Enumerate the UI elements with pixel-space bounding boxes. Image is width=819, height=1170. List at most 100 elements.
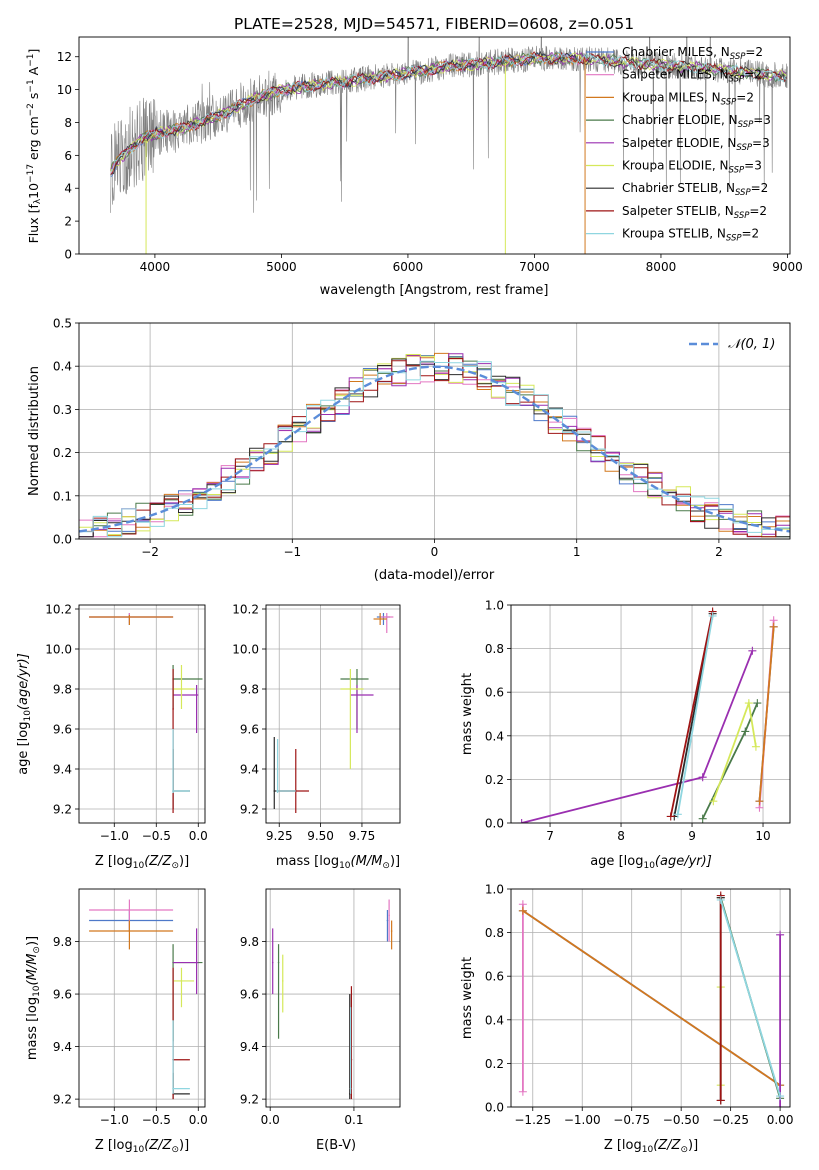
mass-vs-ebv-axes: 0.0 0.1 9.2 9.4 9.6 9.8 <box>240 888 401 1127</box>
age-vs-mass-ytick-label: 9.2 <box>240 803 259 817</box>
legend-entry: Kroupa STELIB, NSSP=2 <box>622 227 759 244</box>
histogram-legend-label: 𝒩(0, 1) <box>728 337 775 352</box>
spectrum-axes: 4000 5000 6000 7000 8000 9000 0 2 4 6 8 10 12 <box>57 36 803 274</box>
weight-vs-age-marker <box>748 646 757 655</box>
mass-vs-z-frame <box>78 888 206 1108</box>
mass-vs-ebv-point <box>386 919 389 922</box>
figure-title: PLATE=2528, MJD=54571, FIBERID=0608, z=0… <box>234 15 634 33</box>
weight-vs-age-xtick-label: 7 <box>546 829 554 843</box>
weight-vs-z-series <box>522 910 781 1086</box>
age-vs-mass-ytick-label: 9.4 <box>240 763 259 777</box>
weight-vs-age-marker <box>769 622 778 631</box>
mass-vs-ebv-xtick-label: 0.0 <box>261 1113 280 1127</box>
weight-vs-z-marker <box>518 906 527 915</box>
spectrum-model-kroupa-stelib <box>110 51 787 172</box>
weight-vs-age-marker <box>698 773 707 782</box>
age-vs-z-xtick-label: 0.0 <box>189 829 208 843</box>
histogram-ytick-label: 0.0 <box>53 533 72 547</box>
spectrum-ytick-label: 12 <box>57 50 72 64</box>
mass-vs-ebv-frame <box>265 888 401 1108</box>
spectrum-xtick-label: 9000 <box>772 260 803 274</box>
mass-vs-z-xtick-label: −0.5 <box>142 1113 171 1127</box>
age-vs-mass-point <box>379 618 381 620</box>
mass-vs-z-point <box>128 909 131 911</box>
histogram-ytick-label: 0.5 <box>53 317 72 331</box>
weight-vs-age-series <box>758 626 775 802</box>
weight-age-xlabel: age [log10(age/yr)] <box>590 854 712 871</box>
weight-vs-z-xtick-label: 0.00 <box>767 1113 794 1127</box>
spectrum-xtick-label: 6000 <box>393 260 424 274</box>
weight-vs-age-marker <box>666 812 675 821</box>
age-vs-mass-plot-area <box>273 613 394 813</box>
weight-vs-age-marker <box>517 819 526 823</box>
weight-vs-z-xtick-label: −0.50 <box>663 1113 700 1127</box>
spectrum-ytick-label: 6 <box>64 149 72 163</box>
histogram-ytick-label: 0.1 <box>53 489 72 503</box>
age-vs-z-point <box>172 708 174 710</box>
mass-z-xlabel: Z [log10(Z/Z⊙)] <box>95 1138 189 1155</box>
age-vs-z-axes: −1.0 −0.5 0.0 9.2 9.4 9.6 9.8 10.0 10.2 <box>45 603 208 844</box>
weight-vs-age-ytick-label: 0.6 <box>485 686 504 700</box>
spectrum-model-salpeter-elodie <box>110 52 787 170</box>
mass-vs-ebv-point <box>388 914 390 917</box>
weight-vs-age-marker <box>709 797 718 806</box>
age-vs-mass-frame <box>265 604 401 824</box>
weight-vs-age-ytick-label: 0.2 <box>485 773 504 787</box>
spectrum-legend: Chabrier MILES, NSSP=2 Salpeter MILES, NS… <box>586 45 771 244</box>
weight-vs-age-series <box>521 650 754 823</box>
spectrum-xtick-label: 8000 <box>646 260 677 274</box>
age-vs-z-point <box>128 616 131 618</box>
weight-vs-z-marker <box>518 1087 527 1096</box>
mass-vs-ebv-ytick-label: 9.6 <box>240 988 259 1002</box>
weight-vs-z-series <box>719 899 781 1097</box>
age-vs-mass-ytick-label: 9.6 <box>240 723 259 737</box>
mass-vs-z-axes: −1.0 −0.5 0.0 9.2 9.4 9.6 9.8 <box>53 888 208 1127</box>
spectrum-ytick-label: 4 <box>64 182 72 196</box>
age-vs-mass-xtick-label: 9.75 <box>349 829 376 843</box>
weight-vs-age-marker <box>751 742 760 751</box>
age-vs-mass-point <box>356 694 358 696</box>
histogram-step-chabrier-stelib <box>79 358 790 538</box>
age-vs-mass-point <box>349 688 352 690</box>
mass-vs-z-point <box>172 1087 174 1090</box>
legend-entry: Chabrier MILES, NSSP=2 <box>622 45 763 62</box>
age-vs-z-ytick-label: 10.0 <box>45 643 72 657</box>
mass-vs-ebv-point <box>390 930 393 932</box>
weight-vs-age-marker <box>755 797 764 806</box>
weight-vs-z-marker <box>716 1096 725 1105</box>
spectrum-ytick-label: 0 <box>64 248 72 262</box>
histogram-plot-area <box>79 352 790 538</box>
weight-vs-age-marker <box>744 699 753 708</box>
weight-vs-age-ytick-label: 0.4 <box>485 729 504 743</box>
weight-vs-z-ytick-label: 0.6 <box>485 970 504 984</box>
spectrum-plot-area <box>110 37 788 254</box>
age-vs-z-point <box>172 790 174 792</box>
spectrum-ytick-label: 2 <box>64 215 72 229</box>
mass-vs-ebv-point <box>281 980 284 982</box>
mass-vs-z-point <box>180 980 183 982</box>
weight-vs-z-marker <box>716 895 725 904</box>
mass-vs-ebv-point <box>277 961 280 964</box>
age-z-xlabel: Z [log10(Z/Z⊙)] <box>95 854 189 871</box>
weight-vs-z-marker <box>776 930 785 939</box>
mass-ebv-xlabel: E(B-V) <box>316 1138 356 1153</box>
histogram-ytick-label: 0.3 <box>53 403 72 417</box>
weight-vs-z-ytick-label: 0.4 <box>485 1013 504 1027</box>
histogram-frame <box>78 322 791 540</box>
histogram-xtick-label: 0 <box>431 545 439 559</box>
weight-vs-z-xtick-label: −1.00 <box>564 1113 601 1127</box>
age-vs-z-xtick-label: −0.5 <box>142 829 171 843</box>
weight-vs-age-axes: 7 8 9 10 0.0 0.2 0.4 0.6 0.8 1.0 <box>485 599 791 843</box>
weight-vs-z-xtick-label: −0.25 <box>712 1113 749 1127</box>
age-vs-z-frame <box>78 604 206 824</box>
age-mass-xlabel: mass [log10(M/M⊙)] <box>276 854 400 871</box>
mass-vs-ebv-ytick-label: 9.2 <box>240 1093 259 1107</box>
spectrum-xtick-label: 5000 <box>266 260 297 274</box>
age-vs-z-point <box>180 688 183 690</box>
age-vs-z-ytick-label: 9.2 <box>53 803 72 817</box>
mass-vs-ebv-xtick-label: 0.1 <box>344 1113 363 1127</box>
legend-entry: Salpeter MILES, NSSP=2 <box>622 68 762 85</box>
mass-vs-ebv-point <box>349 1087 352 1090</box>
age-vs-mass-xtick-label: 9.25 <box>266 829 293 843</box>
histogram-xtick-label: −1 <box>283 545 301 559</box>
